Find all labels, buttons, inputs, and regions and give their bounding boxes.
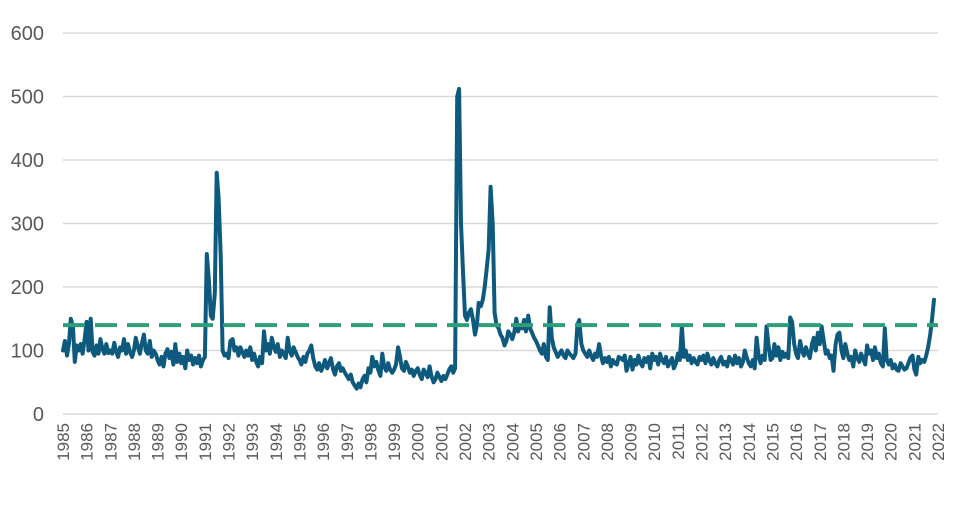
x-tick-label: 1996 <box>314 423 333 461</box>
x-tick-label: 2013 <box>716 423 735 461</box>
x-tick-label: 1985 <box>54 423 73 461</box>
x-tick-label: 2007 <box>574 423 593 461</box>
x-tick-label: 2017 <box>811 423 830 461</box>
x-tick-label: 1993 <box>243 423 262 461</box>
x-tick-label: 1988 <box>125 423 144 461</box>
x-tick-label: 2005 <box>527 423 546 461</box>
x-tick-label: 1986 <box>78 423 97 461</box>
x-tick-label: 1999 <box>385 423 404 461</box>
y-tick-label: 300 <box>11 214 44 236</box>
x-tick-label: 2018 <box>834 423 853 461</box>
x-tick-label: 1991 <box>196 423 215 461</box>
x-tick-label: 1990 <box>172 423 191 461</box>
x-tick-label: 2003 <box>480 423 499 461</box>
x-tick-label: 1998 <box>361 423 380 461</box>
x-tick-label: 1997 <box>338 423 357 461</box>
y-tick-label: 600 <box>11 23 44 45</box>
x-tick-label: 2012 <box>693 423 712 461</box>
y-tick-label: 100 <box>11 341 44 363</box>
x-tick-label: 2022 <box>929 423 948 461</box>
x-axis-tick-labels: 1985 1986 1987 1988 1989 1990 1991 1992 1993 1994… <box>54 423 948 461</box>
x-tick-label: 2009 <box>622 423 641 461</box>
x-tick-label: 1987 <box>101 423 120 461</box>
x-tick-label: 2002 <box>456 423 475 461</box>
x-tick-label: 2008 <box>598 423 617 461</box>
x-tick-label: 2016 <box>787 423 806 461</box>
x-tick-label: 1989 <box>149 423 168 461</box>
x-tick-label: 2000 <box>409 423 428 461</box>
y-axis-tick-labels: 0 100 200 300 400 500 600 <box>11 23 44 426</box>
x-tick-label: 2021 <box>905 423 924 461</box>
y-tick-label: 200 <box>11 277 44 299</box>
x-tick-label: 2004 <box>503 423 522 461</box>
x-tick-label: 1995 <box>290 423 309 461</box>
x-tick-label: 2011 <box>669 423 688 460</box>
series-layer <box>61 86 938 391</box>
x-tick-label: 2015 <box>763 423 782 461</box>
x-tick-label: 2006 <box>551 423 570 461</box>
x-tick-label: 2001 <box>432 423 451 461</box>
x-tick-label: 2010 <box>645 423 664 461</box>
y-tick-label: 0 <box>33 404 44 426</box>
y-tick-label: 500 <box>11 87 44 109</box>
y-tick-label: 400 <box>11 150 44 172</box>
series-line <box>61 86 936 391</box>
x-tick-label: 1992 <box>220 423 239 461</box>
x-tick-label: 2019 <box>858 423 877 461</box>
x-tick-label: 1994 <box>267 423 286 461</box>
x-tick-label: 2020 <box>882 423 901 461</box>
x-tick-label: 2014 <box>740 423 759 461</box>
